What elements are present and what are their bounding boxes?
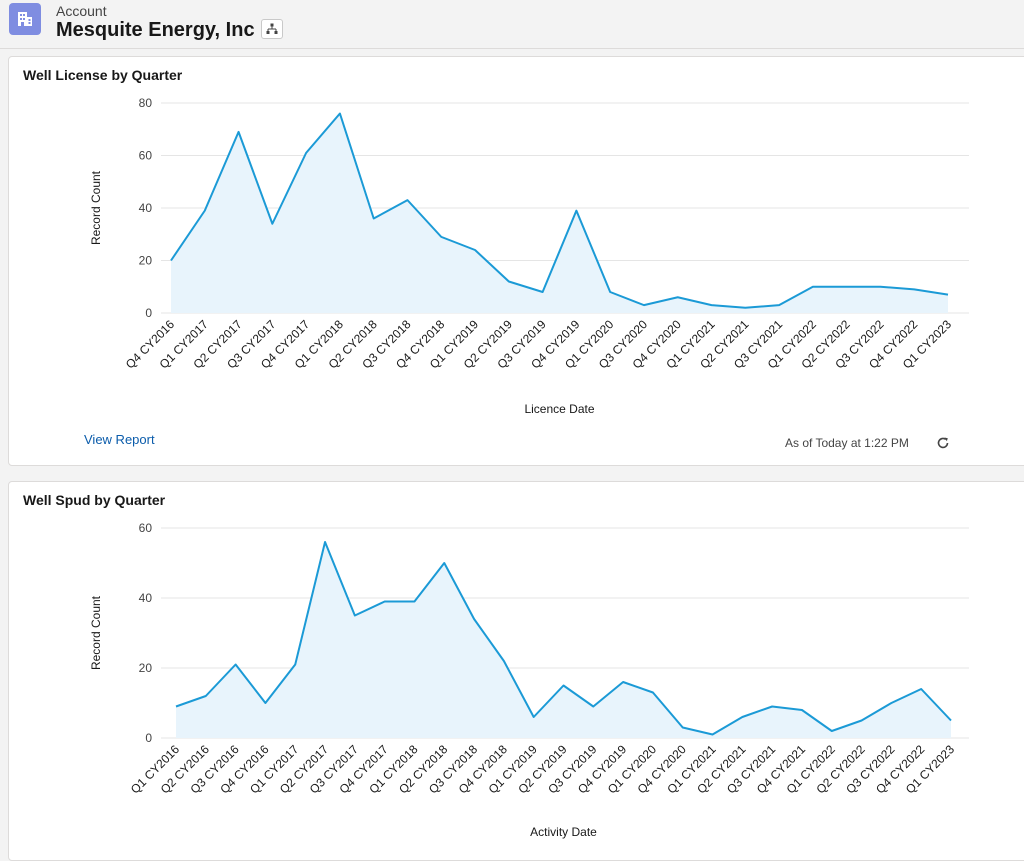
data-point[interactable]: [572, 207, 580, 215]
as-of-timestamp: As of Today at 1:22 PM: [785, 436, 909, 450]
account-icon: [9, 3, 41, 35]
data-point[interactable]: [910, 285, 918, 293]
account-name: Mesquite Energy, Inc: [56, 19, 255, 41]
view-hierarchy-button[interactable]: [261, 19, 283, 39]
data-point[interactable]: [917, 685, 925, 693]
data-point[interactable]: [809, 283, 817, 291]
series-area: [176, 542, 951, 738]
data-point[interactable]: [500, 657, 508, 665]
data-point[interactable]: [291, 661, 299, 669]
data-point[interactable]: [302, 149, 310, 157]
view-report-link[interactable]: View Report: [84, 432, 155, 447]
data-point[interactable]: [708, 301, 716, 309]
data-point[interactable]: [261, 699, 269, 707]
data-point[interactable]: [403, 196, 411, 204]
data-point[interactable]: [440, 559, 448, 567]
refresh-icon[interactable]: [936, 436, 950, 450]
y-tick-label: 80: [139, 96, 153, 110]
data-point[interactable]: [201, 207, 209, 215]
well-license-card: Well License by Quarter 0 20 40 60 80 Q4 CY20…: [8, 56, 1024, 466]
y-tick-label: 0: [145, 731, 152, 745]
data-point[interactable]: [370, 215, 378, 223]
data-point[interactable]: [471, 246, 479, 254]
y-tick-label: 0: [145, 306, 152, 320]
y-tick-label: 20: [139, 254, 153, 268]
data-point[interactable]: [741, 304, 749, 312]
data-point[interactable]: [775, 301, 783, 309]
data-point[interactable]: [858, 717, 866, 725]
data-point[interactable]: [410, 598, 418, 606]
data-point[interactable]: [167, 257, 175, 265]
data-point[interactable]: [768, 703, 776, 711]
data-point[interactable]: [589, 703, 597, 711]
y-tick-label: 60: [139, 149, 153, 163]
data-point[interactable]: [530, 713, 538, 721]
data-point[interactable]: [172, 703, 180, 711]
series-line: [170, 112, 949, 309]
y-tick-label: 40: [139, 201, 153, 215]
y-tick-label: 60: [139, 521, 153, 535]
data-point[interactable]: [876, 283, 884, 291]
data-point[interactable]: [202, 692, 210, 700]
data-point[interactable]: [560, 682, 568, 690]
y-axis-title: Record Count: [89, 595, 103, 670]
object-type-label: Account: [56, 3, 107, 19]
data-point[interactable]: [539, 288, 547, 296]
well-spud-card: Well Spud by Quarter 0 20 40 60 Q1 CY2016 Q2 …: [8, 481, 1024, 861]
data-point[interactable]: [828, 727, 836, 735]
series-area: [171, 113, 948, 313]
data-point[interactable]: [709, 731, 717, 739]
data-point[interactable]: [640, 301, 648, 309]
data-point[interactable]: [235, 128, 243, 136]
data-point[interactable]: [619, 678, 627, 686]
hierarchy-icon: [266, 23, 278, 34]
data-point[interactable]: [649, 689, 657, 697]
record-header: Account Mesquite Energy, Inc: [0, 0, 1024, 49]
data-point[interactable]: [944, 291, 952, 299]
data-point[interactable]: [232, 661, 240, 669]
x-axis-title: Activity Date: [530, 825, 597, 839]
data-point[interactable]: [947, 717, 955, 725]
data-point[interactable]: [843, 283, 851, 291]
data-point[interactable]: [887, 699, 895, 707]
data-point[interactable]: [606, 288, 614, 296]
y-tick-label: 20: [139, 661, 153, 675]
y-tick-label: 40: [139, 591, 153, 605]
y-axis-title: Record Count: [89, 170, 103, 245]
x-axis-title: Licence Date: [524, 402, 594, 416]
data-point[interactable]: [381, 598, 389, 606]
data-point[interactable]: [321, 538, 329, 546]
data-point[interactable]: [679, 724, 687, 732]
data-point[interactable]: [336, 110, 344, 118]
data-point[interactable]: [268, 220, 276, 228]
card-title: Well License by Quarter: [23, 67, 183, 83]
data-point[interactable]: [470, 615, 478, 623]
data-point[interactable]: [674, 293, 682, 301]
data-point[interactable]: [351, 612, 359, 620]
card-title: Well Spud by Quarter: [23, 492, 166, 508]
data-point[interactable]: [437, 233, 445, 241]
series-line: [175, 541, 952, 736]
data-point[interactable]: [798, 706, 806, 714]
data-point[interactable]: [505, 278, 513, 286]
data-point[interactable]: [738, 713, 746, 721]
